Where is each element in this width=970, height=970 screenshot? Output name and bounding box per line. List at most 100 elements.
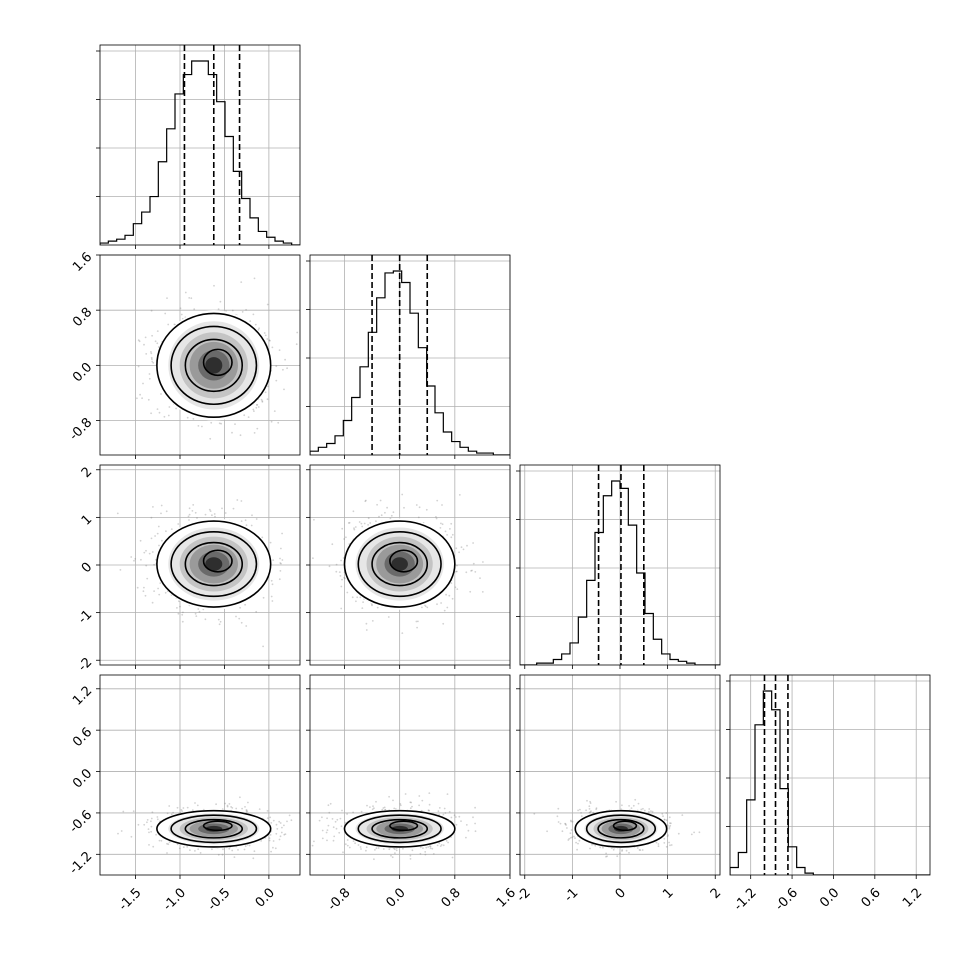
sample-point: [641, 849, 644, 851]
contour-1: [184, 338, 244, 393]
sample-point: [364, 500, 367, 503]
sample-point: [232, 507, 235, 510]
sample-point: [648, 808, 651, 810]
sample-point: [150, 537, 153, 540]
y-tick-label: 2: [79, 464, 95, 480]
sample-point: [332, 826, 335, 829]
sample-point: [257, 328, 260, 331]
sample-point: [158, 593, 161, 596]
sample-point: [194, 612, 197, 615]
histogram-2: [520, 480, 720, 665]
contour-3: [574, 809, 668, 848]
sample-point: [167, 843, 170, 846]
sample-point: [401, 493, 404, 496]
sample-point: [136, 586, 139, 589]
sample-point: [557, 807, 560, 810]
sample-point: [251, 514, 253, 517]
panel-frame-2-1: [309, 464, 511, 666]
sample-point: [272, 840, 275, 842]
sample-point: [605, 852, 607, 855]
sample-point: [198, 610, 201, 613]
contour-3: [343, 809, 456, 848]
sample-point: [436, 499, 439, 502]
sample-point: [354, 526, 357, 528]
x-tick-label: -0.8: [325, 885, 354, 914]
sample-point: [143, 551, 146, 554]
sample-point: [156, 408, 159, 410]
sample-point: [458, 815, 461, 818]
sample-point: [395, 849, 398, 852]
sample-point: [253, 432, 256, 434]
sample-point: [662, 815, 664, 818]
sample-point: [382, 807, 385, 809]
sample-point: [365, 846, 368, 849]
sample-point: [208, 508, 211, 511]
sample-point: [270, 822, 273, 824]
sample-point: [569, 837, 572, 839]
sample-point: [136, 397, 138, 400]
sample-point: [383, 806, 386, 809]
sample-point: [311, 844, 314, 847]
sample-point: [231, 849, 234, 852]
sample-point: [221, 507, 223, 510]
sample-point: [352, 510, 355, 513]
sample-point: [450, 536, 453, 539]
sample-point: [353, 527, 355, 530]
sample-point: [367, 517, 370, 520]
x-tick-label: -0.5: [205, 885, 234, 914]
sample-point: [438, 807, 441, 809]
sample-point: [472, 816, 474, 819]
sample-point: [344, 843, 347, 846]
sample-point: [187, 515, 190, 518]
panel-2-0: -2 -1 0 1 2: [76, 464, 301, 675]
panel-content-2-0: [116, 499, 284, 648]
histogram-0: [100, 60, 300, 245]
sample-point: [148, 552, 151, 555]
sample-point: [313, 518, 315, 521]
sample-point: [470, 570, 472, 572]
sample-point: [448, 594, 451, 597]
sample-point: [455, 570, 457, 573]
sample-point: [273, 410, 276, 412]
contour-2: [170, 531, 258, 598]
sample-point: [474, 830, 477, 833]
sample-point: [670, 844, 673, 846]
sample-point: [290, 819, 293, 822]
sample-point: [666, 824, 669, 827]
sample-point: [270, 579, 273, 582]
y-tick-label: 1.2: [70, 683, 95, 708]
sample-point: [122, 810, 125, 813]
sample-point: [152, 506, 154, 508]
sample-point: [168, 841, 171, 843]
sample-point: [160, 504, 163, 507]
sample-point: [577, 842, 579, 845]
y-tick-label: -1: [76, 607, 96, 627]
x-tick-label: 0.8: [439, 885, 464, 910]
sample-point: [427, 846, 430, 848]
sample-point: [197, 848, 200, 851]
sample-point: [321, 837, 324, 840]
sample-point: [565, 824, 567, 826]
sample-point: [360, 522, 363, 525]
sample-point: [268, 839, 271, 842]
sample-point: [164, 312, 167, 315]
sample-point: [286, 367, 288, 370]
sample-point: [663, 842, 666, 844]
sample-point: [281, 826, 283, 829]
x-tick-label: -1.5: [116, 885, 145, 914]
sample-point: [588, 805, 591, 808]
sample-point: [445, 593, 447, 596]
sample-point: [224, 802, 227, 805]
sample-point: [399, 803, 402, 805]
x-tick-label: 0: [613, 885, 629, 901]
sample-point: [146, 819, 149, 821]
sample-point: [343, 576, 346, 579]
sample-point: [668, 826, 671, 828]
sample-point: [142, 382, 144, 385]
sample-point: [327, 824, 330, 827]
panel-frame-3-3: [729, 674, 931, 876]
x-tick-label: 0.0: [253, 885, 278, 910]
x-tick-label: 1: [660, 885, 676, 901]
sample-point: [272, 819, 275, 822]
sample-point: [130, 556, 133, 558]
